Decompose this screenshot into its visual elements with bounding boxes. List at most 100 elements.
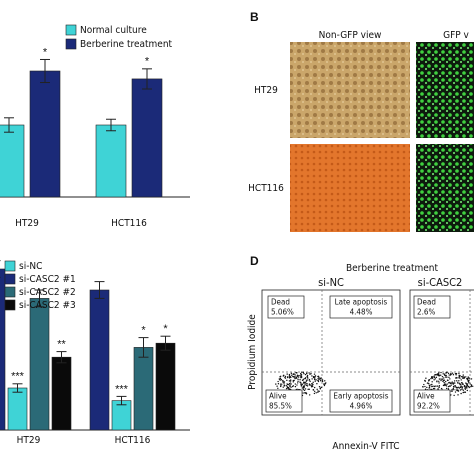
event-dot xyxy=(287,387,289,390)
event-dot xyxy=(469,383,471,385)
event-dot xyxy=(291,374,293,376)
event-dot xyxy=(288,373,291,376)
event-dot xyxy=(443,373,446,375)
event-dot xyxy=(286,379,288,382)
event-dot xyxy=(426,386,428,389)
event-dot xyxy=(303,381,305,383)
legend-swatch xyxy=(65,38,77,50)
event-dot xyxy=(425,377,427,379)
event-dot xyxy=(308,388,311,390)
quadrant-box xyxy=(329,389,393,413)
event-dot xyxy=(447,372,450,375)
event-dot xyxy=(454,372,457,375)
event-dot xyxy=(454,391,457,393)
event-dot xyxy=(304,381,306,384)
event-dot xyxy=(289,381,292,383)
column-header: GFP v xyxy=(443,30,469,41)
event-dot xyxy=(276,385,278,387)
significance-label: *** xyxy=(115,383,129,395)
event-dot xyxy=(283,384,285,386)
quadrant-box xyxy=(265,389,303,413)
event-dot xyxy=(431,383,433,386)
event-dot xyxy=(467,376,469,378)
event-dot xyxy=(427,380,430,382)
event-dot xyxy=(460,375,463,378)
event-dot xyxy=(444,380,447,383)
event-dot xyxy=(440,387,443,390)
quadrant-label: Late apoptosis xyxy=(335,298,388,307)
event-dot xyxy=(318,390,320,393)
event-dot xyxy=(286,386,289,389)
event-dot xyxy=(295,376,298,379)
quadrant-value: 4.48% xyxy=(350,308,373,317)
event-dot xyxy=(306,379,308,382)
event-dot xyxy=(317,375,319,378)
quadrant-box xyxy=(267,295,305,319)
event-dot xyxy=(284,375,287,378)
event-dot xyxy=(303,372,305,375)
event-dot xyxy=(311,384,313,387)
event-dot xyxy=(290,372,293,375)
event-dot xyxy=(277,387,279,389)
event-dot xyxy=(290,386,292,388)
event-dot xyxy=(463,384,466,387)
event-dot xyxy=(437,374,440,377)
legend-label: Berberine treatment xyxy=(80,39,173,50)
event-dot xyxy=(281,383,283,385)
event-dot xyxy=(318,385,321,388)
event-dot xyxy=(423,383,425,386)
event-dot xyxy=(455,377,458,379)
event-dot xyxy=(433,379,435,381)
event-dot xyxy=(460,385,462,387)
event-dot xyxy=(459,384,461,386)
event-dot xyxy=(302,385,305,387)
event-dot xyxy=(462,374,464,376)
event-dot xyxy=(434,374,437,376)
event-dot xyxy=(433,387,436,390)
event-dot xyxy=(293,376,295,378)
event-dot xyxy=(305,384,308,387)
event-dot xyxy=(443,377,445,379)
event-dot xyxy=(304,388,307,390)
event-dot xyxy=(316,388,318,390)
event-dot xyxy=(428,384,431,387)
event-dot xyxy=(442,373,444,375)
event-dot xyxy=(312,381,314,383)
event-dot xyxy=(282,381,284,383)
bar xyxy=(7,387,28,431)
event-dot xyxy=(462,376,464,378)
event-dot xyxy=(462,391,464,394)
event-dot xyxy=(424,388,427,390)
event-dot xyxy=(313,390,316,392)
event-dot xyxy=(452,387,455,390)
event-dot xyxy=(435,376,438,379)
legend-swatch xyxy=(4,273,16,285)
error-bar xyxy=(56,351,67,364)
event-dot xyxy=(325,382,327,384)
event-dot xyxy=(445,376,447,378)
row-label: HCT116 xyxy=(248,183,284,194)
legend-swatch xyxy=(4,286,16,298)
event-dot xyxy=(314,376,316,378)
event-dot xyxy=(466,378,468,380)
event-dot xyxy=(300,376,303,378)
event-dot xyxy=(302,378,305,381)
event-dot xyxy=(429,386,431,388)
event-dot xyxy=(315,392,317,394)
y-axis-label: Propidium Iodide xyxy=(247,314,258,390)
micrograph xyxy=(416,144,474,232)
event-dot xyxy=(436,385,438,387)
event-dot xyxy=(309,373,311,375)
event-dot xyxy=(438,378,441,380)
event-dot xyxy=(297,382,299,384)
event-dot xyxy=(443,381,445,384)
event-dot xyxy=(457,394,459,396)
event-dot xyxy=(288,382,291,385)
event-dot xyxy=(318,378,320,381)
event-dot xyxy=(461,388,463,391)
event-dot xyxy=(457,381,459,384)
event-dot xyxy=(294,376,296,378)
event-dot xyxy=(442,378,444,380)
event-dot xyxy=(468,382,470,384)
event-dot xyxy=(308,394,311,396)
